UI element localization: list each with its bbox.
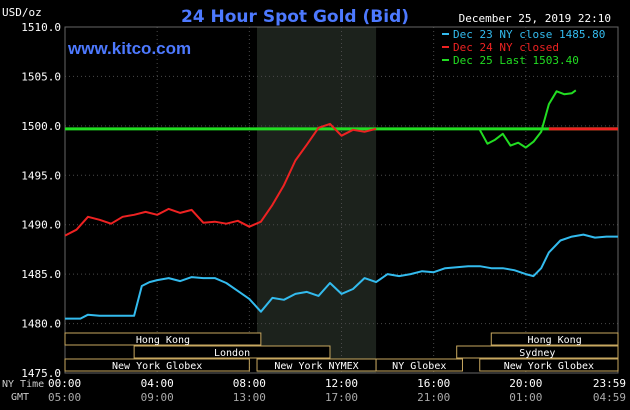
x-tick-label-ny: 00:00 — [48, 377, 81, 390]
series-line-2 — [64, 122, 377, 237]
y-tick-label: 1495.0 — [21, 169, 61, 182]
x-tick-label-ny: 16:00 — [417, 377, 450, 390]
x-tick-label-ny: 08:00 — [233, 377, 266, 390]
session-label: New York NYMEX — [274, 361, 358, 372]
session-label: New York Globex — [112, 361, 202, 372]
session-label: Hong Kong — [528, 335, 582, 346]
y-tick-label: 1475.0 — [21, 367, 61, 380]
units-label: USD/oz — [2, 6, 42, 19]
ny-time-label: NY Time — [2, 379, 44, 390]
session-box — [64, 332, 262, 346]
session-box — [375, 358, 463, 372]
session-label: New York Globex — [504, 361, 594, 372]
session-label: Sydney — [519, 348, 555, 359]
series-line-3 — [478, 89, 577, 149]
session-box — [490, 332, 619, 346]
session-label: London — [214, 348, 250, 359]
y-tick-label: 1480.0 — [21, 318, 61, 331]
x-tick-label-gmt: 21:00 — [417, 391, 450, 404]
y-tick-label: 1490.0 — [21, 219, 61, 232]
x-tick-label-ny: 23:59 — [593, 377, 626, 390]
nymex-shaded-region — [257, 27, 377, 373]
session-box — [64, 358, 250, 372]
legend-label-dec25: Dec 25 Last 1503.40 — [453, 54, 579, 67]
session-label: NY Globex — [392, 361, 446, 372]
x-tick-label-gmt: 04:59 — [593, 391, 626, 404]
legend-label-dec23: Dec 23 NY close 1485.80 — [453, 28, 605, 41]
x-tick-label-ny: 20:00 — [509, 377, 542, 390]
x-tick-label-gmt: 13:00 — [233, 391, 266, 404]
session-box — [133, 345, 331, 359]
x-tick-label-gmt: 05:00 — [48, 391, 81, 404]
y-tick-label: 1505.0 — [21, 70, 61, 83]
series-line-1 — [65, 233, 618, 320]
legend: Dec 23 NY close 1485.80 Dec 24 NY closed… — [442, 28, 605, 67]
x-tick-label-gmt: 09:00 — [141, 391, 174, 404]
chart-datetime: December 25, 2019 22:10 — [459, 12, 611, 25]
x-tick-label-ny: 04:00 — [141, 377, 174, 390]
x-tick-label-gmt: 17:00 — [325, 391, 358, 404]
plot-area: 1510.0 1505.0 1500.0 1495.0 1490.0 1485.0 1480… — [21, 21, 626, 404]
session-box — [456, 345, 619, 359]
session-box — [479, 358, 619, 372]
y-tick-label: 1510.0 — [21, 21, 61, 34]
x-tick-label-gmt: 01:00 — [509, 391, 542, 404]
session-label: Hong Kong — [136, 335, 190, 346]
y-tick-label: 1485.0 — [21, 268, 61, 281]
website-link[interactable]: www.kitco.com — [67, 39, 191, 58]
gmt-label: GMT — [11, 392, 29, 403]
plot-frame — [64, 26, 619, 374]
legend-label-dec24: Dec 24 NY closed — [453, 41, 559, 54]
chart-title: 24 Hour Spot Gold (Bid) — [181, 7, 409, 27]
x-tick-label-ny: 12:00 — [325, 377, 358, 390]
y-tick-label: 1500.0 — [21, 120, 61, 133]
